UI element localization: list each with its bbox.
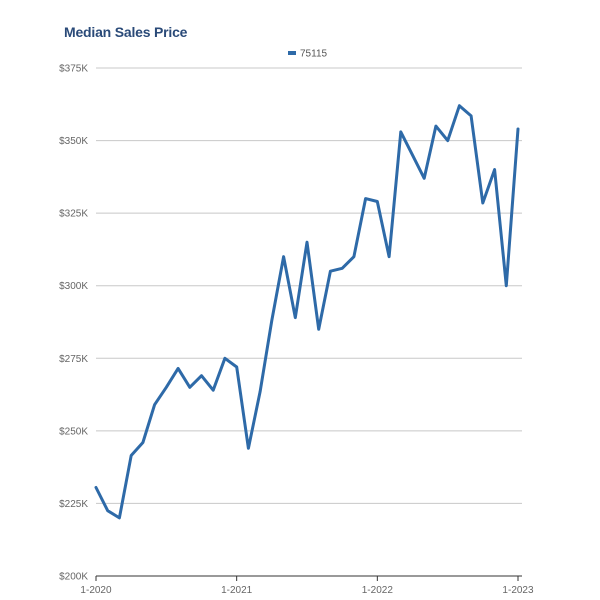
y-tick-label: $300K [59,281,88,292]
y-tick-label: $275K [59,354,88,365]
legend: 75115 [288,49,328,60]
y-tick-label: $200K [59,572,88,583]
y-tick-label: $250K [59,426,88,437]
series-line-75115 [94,104,520,520]
chart-title: Median Sales Price [64,24,188,40]
legend-label: 75115 [300,49,328,60]
x-tick-label: 1-2022 [362,585,394,596]
y-axis-ticks: $375K $350K $325K $300K $275K $250K $225K $200K [59,64,88,583]
y-tick-label: $350K [59,136,88,147]
x-tick-label: 1-2020 [80,585,112,596]
y-tick-label: $375K [59,64,88,75]
x-axis-ticks: 1-2020 1-2021 1-2022 1-2023 [80,576,534,596]
y-tick-label: $225K [59,499,88,510]
y-tick-label: $325K [59,209,88,220]
series-layer [94,104,520,520]
x-tick-label: 1-2021 [221,585,253,596]
x-tick-label: 1-2023 [502,585,534,596]
grid-lines [96,67,522,577]
